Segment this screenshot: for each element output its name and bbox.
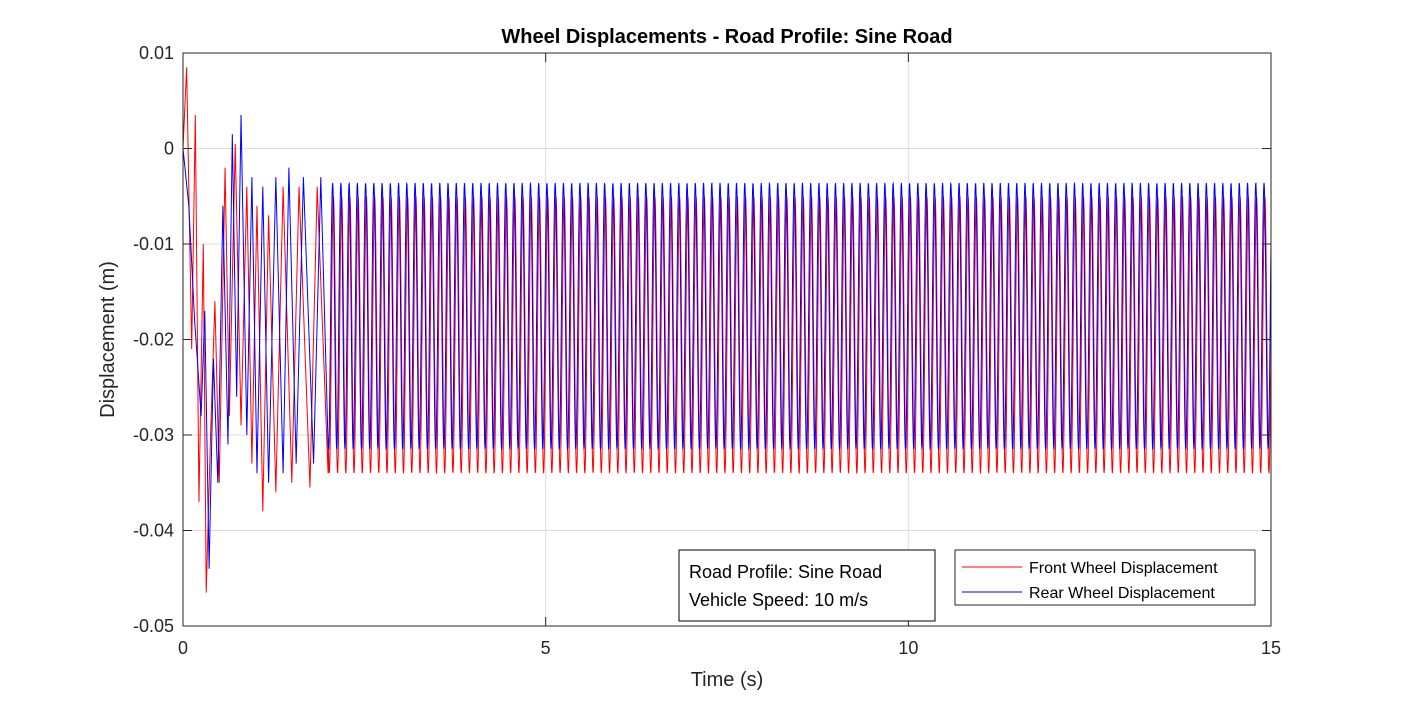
ticks (182, 52, 1272, 627)
y-tick-label: -0.05 (133, 616, 174, 636)
annotation-road-profile: Road Profile: Sine Road (689, 562, 882, 582)
tick-labels: 0 5 10 15 0.01 0 -0.01 -0.02 -0.03 -0.04 -0.05 (133, 43, 1281, 658)
chart-title: Wheel Displacements - Road Profile: Sine… (501, 26, 952, 48)
x-tick-label: 0 (178, 638, 188, 658)
series-line-rear-wheel (183, 115, 1271, 569)
y-axis-label: Displacement (m) (97, 261, 119, 418)
y-tick-label: -0.02 (133, 330, 174, 350)
y-tick-label: -0.03 (133, 425, 174, 445)
x-axis-label: Time (s) (691, 669, 764, 691)
series-layer (183, 67, 1271, 593)
y-tick-label: 0.01 (139, 43, 174, 63)
x-tick-label: 10 (898, 638, 918, 658)
legend: Front Wheel Displacement Rear Wheel Disp… (954, 549, 1256, 606)
series-line-front-wheel (183, 67, 1271, 593)
annotation-box: Road Profile: Sine Road Vehicle Speed: 1… (678, 549, 936, 622)
y-tick-label: -0.04 (133, 521, 174, 541)
legend-label-rear: Rear Wheel Displacement (1029, 585, 1215, 602)
annotation-vehicle-speed: Vehicle Speed: 10 m/s (689, 590, 868, 610)
x-tick-label: 5 (541, 638, 551, 658)
y-tick-label: 0 (164, 139, 174, 159)
x-tick-label: 15 (1261, 638, 1281, 658)
legend-label-front: Front Wheel Displacement (1029, 560, 1218, 577)
y-tick-label: -0.01 (133, 234, 174, 254)
legend-frame (954, 549, 1256, 606)
annotation-box-frame (678, 549, 936, 622)
